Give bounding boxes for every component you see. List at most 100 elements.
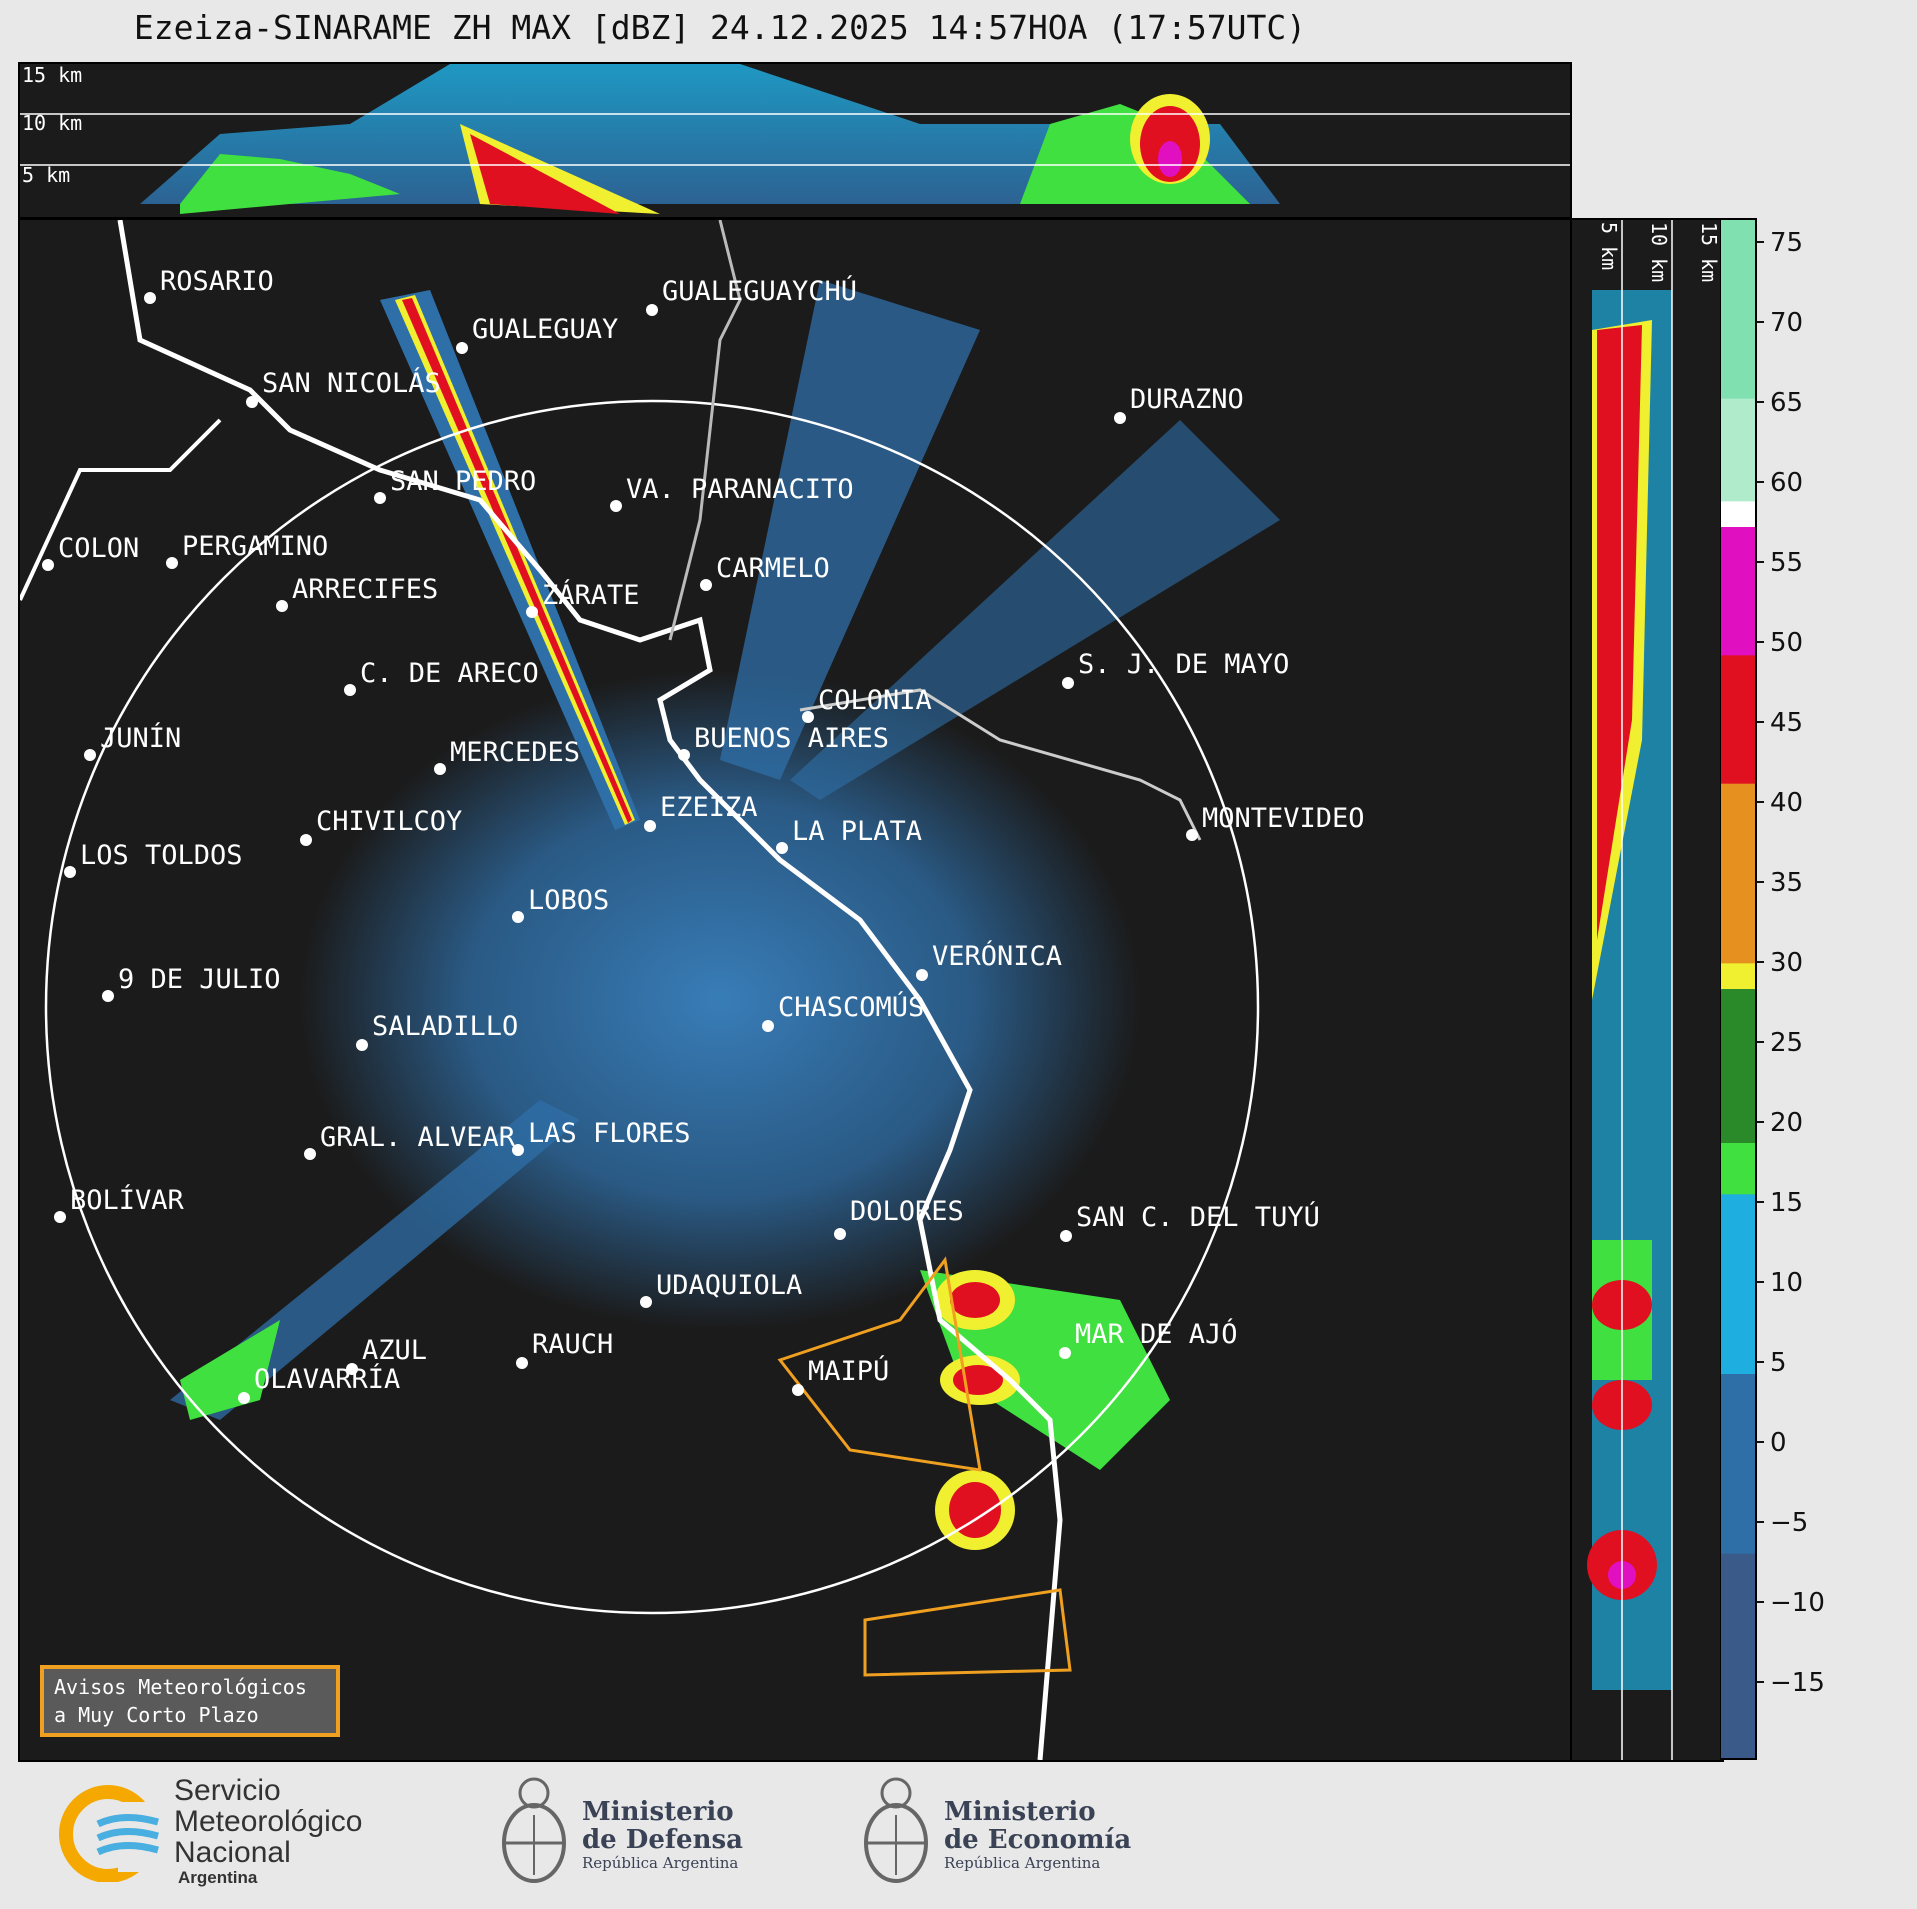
colorbar-band	[1720, 783, 1756, 811]
warning-button[interactable]: Avisos Meteorológicos a Muy Corto Plazo	[40, 1665, 340, 1737]
city-marker[interactable]	[646, 304, 658, 316]
city-marker[interactable]	[610, 500, 622, 512]
colorbar-tick-label: 60	[1770, 468, 1803, 498]
colorbar-band	[1720, 1476, 1756, 1504]
city-marker[interactable]	[166, 557, 178, 569]
city-marker[interactable]	[374, 492, 386, 504]
colorbar-band	[1720, 244, 1756, 272]
colorbar-band	[1720, 501, 1756, 528]
city-label: GRAL. ALVEAR	[320, 1122, 516, 1153]
cities-layer: ROSARIO GUALEGUAYCHÚ GUALEGUAY SAN NICOLÁS D…	[42, 266, 1365, 1404]
colorbar-band	[1720, 629, 1756, 657]
echo-red-1	[470, 134, 620, 214]
city-label: VA. PARANACITO	[626, 474, 854, 505]
city-marker[interactable]	[102, 990, 114, 1002]
colorbar-tick-label: 30	[1770, 948, 1803, 978]
coat-of-arms-icon	[864, 1777, 928, 1883]
colorbar-band	[1720, 937, 1756, 965]
colorbar-band	[1720, 1502, 1756, 1529]
colorbar-band	[1720, 1656, 1756, 1683]
city-marker[interactable]	[1060, 1230, 1072, 1242]
colorbar-band	[1720, 1630, 1756, 1658]
colorbar-band	[1720, 1297, 1756, 1324]
colorbar-band	[1720, 809, 1756, 836]
city-marker[interactable]	[762, 1020, 774, 1032]
smn-line1: Servicio	[174, 1774, 281, 1807]
echo-green-1	[180, 154, 400, 214]
city-marker[interactable]	[1186, 829, 1198, 841]
city-marker[interactable]	[42, 559, 54, 571]
radar-map[interactable]: ROSARIO GUALEGUAYCHÚ GUALEGUAY SAN NICOLÁS D…	[18, 218, 1572, 1762]
warning-polygon-2[interactable]	[863, 1588, 1072, 1677]
colorbar-band	[1720, 1245, 1756, 1273]
city-marker[interactable]	[144, 292, 156, 304]
city-marker[interactable]	[54, 1211, 66, 1223]
colorbar-band	[1720, 1399, 1756, 1427]
city-marker[interactable]	[802, 711, 814, 723]
city-marker[interactable]	[434, 763, 446, 775]
city-marker[interactable]	[526, 606, 538, 618]
echo-sw-green	[180, 1320, 280, 1420]
smn-line2: Meteorológico	[174, 1805, 363, 1838]
smn-emblem-icon	[59, 1784, 168, 1882]
city-marker[interactable]	[834, 1228, 846, 1240]
side-height-svg: 5 km 10 km 15 km	[1587, 220, 1721, 1760]
city-marker[interactable]	[246, 396, 258, 408]
city-marker[interactable]	[1114, 412, 1126, 424]
city-marker[interactable]	[346, 1363, 358, 1375]
city-label: LOBOS	[528, 885, 609, 916]
city-label: RAUCH	[532, 1329, 613, 1360]
city-marker[interactable]	[792, 1384, 804, 1396]
city-marker[interactable]	[304, 1148, 316, 1160]
economia-line2: de Economía	[944, 1825, 1132, 1855]
city-marker[interactable]	[456, 342, 468, 354]
colorbar-band	[1720, 604, 1756, 631]
city-marker[interactable]	[84, 749, 96, 761]
city-marker[interactable]	[344, 684, 356, 696]
city-label: LA PLATA	[792, 816, 922, 847]
colorbar-band	[1720, 1348, 1756, 1375]
city-marker[interactable]	[356, 1039, 368, 1051]
colorbar-tick-label: 5	[1770, 1348, 1787, 1378]
radar-map-svg: ROSARIO GUALEGUAYCHÚ GUALEGUAY SAN NICOLÁS D…	[20, 220, 1365, 1760]
city-label: LAS FLORES	[528, 1118, 691, 1149]
warning-line1: Avisos Meteorológicos	[54, 1675, 307, 1699]
colorbar-frame	[1720, 218, 1757, 1760]
city-marker[interactable]	[512, 911, 524, 923]
city-marker[interactable]	[1059, 1347, 1071, 1359]
side-label-15km: 15 km	[1697, 222, 1721, 282]
city-marker[interactable]	[238, 1392, 250, 1404]
beam-ne	[720, 280, 980, 780]
colorbar-band	[1720, 527, 1756, 554]
city-marker[interactable]	[1062, 677, 1074, 689]
city-marker[interactable]	[640, 1296, 652, 1308]
colorbar-band	[1720, 1682, 1756, 1709]
city-label: MAR DE AJÓ	[1075, 1318, 1238, 1350]
smn-sub: Argentina	[178, 1868, 258, 1887]
city-label: GUALEGUAYCHÚ	[662, 275, 857, 307]
top-height-panel: 15 km 10 km 5 km	[18, 62, 1572, 219]
city-label: MONTEVIDEO	[1202, 803, 1365, 834]
city-marker[interactable]	[512, 1144, 524, 1156]
city-label: 9 DE JULIO	[118, 964, 281, 995]
city-marker[interactable]	[516, 1357, 528, 1369]
city-marker[interactable]	[64, 866, 76, 878]
city-marker[interactable]	[776, 842, 788, 854]
warning-polygon-1[interactable]	[777, 1256, 982, 1472]
colorbar-band	[1720, 1220, 1756, 1247]
colorbar-band	[1720, 398, 1756, 426]
city-marker[interactable]	[700, 579, 712, 591]
colorbar-tick-label: 25	[1770, 1028, 1803, 1058]
city-marker[interactable]	[644, 820, 656, 832]
city-marker[interactable]	[916, 969, 928, 981]
colorbar-band	[1720, 1168, 1756, 1196]
colorbar-tick-label: 45	[1770, 708, 1803, 738]
colorbar-band	[1720, 655, 1756, 682]
city-marker[interactable]	[300, 834, 312, 846]
rio-plata-north-coast	[799, 688, 1202, 841]
coat-of-arms-icon	[502, 1777, 566, 1883]
city-marker[interactable]	[678, 749, 690, 761]
colorbar-band	[1720, 1579, 1756, 1606]
uruguay-river	[668, 220, 742, 641]
city-marker[interactable]	[276, 600, 288, 612]
